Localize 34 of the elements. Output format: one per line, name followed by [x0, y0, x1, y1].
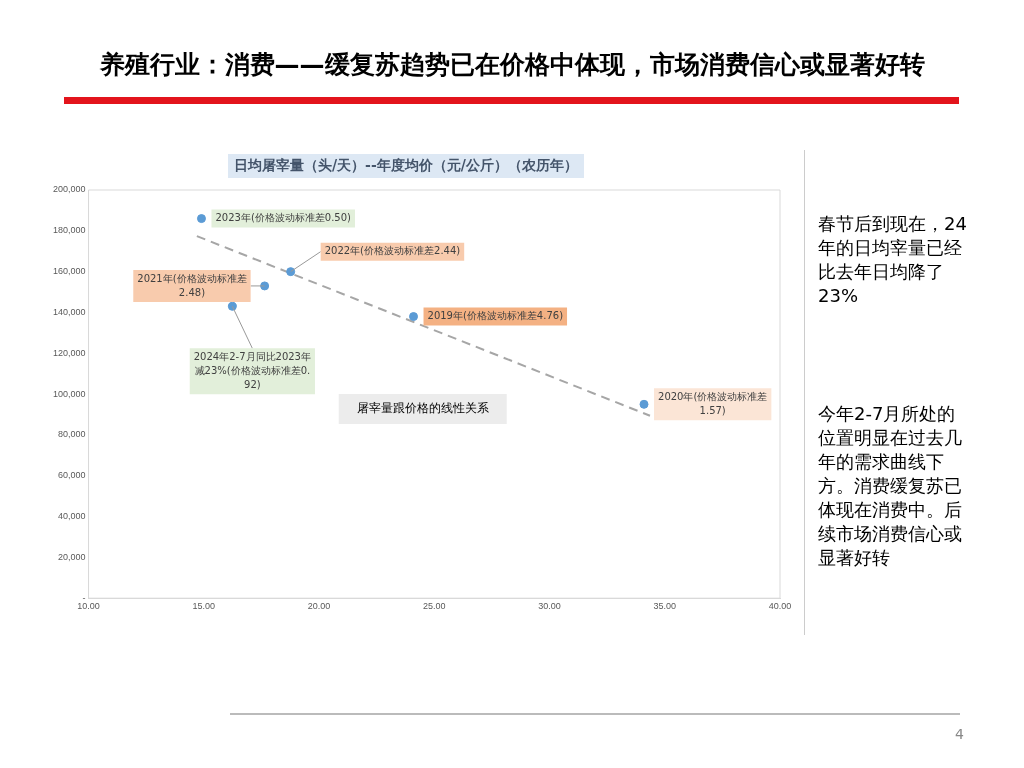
y-tick-label: 200,000	[52, 184, 86, 195]
text: 今年2-7月所处的位置明显在过去几年的需求曲线下方。消费缓复苏已体现在消费中。后续市场消费信心或显著好转	[818, 402, 963, 570]
point	[196, 214, 206, 224]
annotation: 2023年(价格波动标准差0.50)	[215, 212, 352, 224]
y-tick-label: 40,000	[58, 511, 86, 522]
x-tick-label: 25.00	[423, 601, 446, 612]
y-tick-label: 80,000	[58, 429, 86, 440]
y-tick-label: 20,000	[58, 551, 86, 562]
y-tick-label: 180,000	[52, 225, 86, 236]
x-tick-label: 20.00	[307, 601, 331, 612]
annotation: 2021年(价格波动标准差2.48)	[137, 272, 247, 298]
y-tick-label: 140,000	[52, 306, 86, 317]
text: 春节后到现在，24年的日均宰量已经比去年日均降了23%	[818, 212, 968, 308]
chart-subtitle: 日均屠宰量（头/天）--年度均价（元/公斤）（农历年）	[228, 154, 584, 178]
x-tick-label: 30.00	[538, 601, 561, 612]
x-tick-label: 15.00	[192, 601, 216, 612]
point	[409, 312, 419, 322]
point	[227, 301, 237, 311]
x-tick-label: 40.00	[768, 601, 792, 612]
text: 4	[955, 726, 964, 742]
x-tick-label: 10.00	[77, 601, 100, 612]
point	[639, 399, 649, 409]
x-tick-label: 35.00	[653, 601, 677, 612]
annotation: 2022年(价格波动标准差2.44)	[324, 245, 461, 257]
y-tick-label: 160,000	[52, 266, 86, 277]
annotation: 2019年(价格波动标准差4.76)	[427, 310, 564, 322]
y-tick-label: 60,000	[58, 470, 86, 481]
y-tick-label: 120,000	[52, 347, 86, 358]
chart-title: 养殖行业：消费——缓复苏趋势已在价格中体现，市场消费信心或显著好转	[98, 49, 926, 81]
y-tick-label: -	[82, 592, 86, 603]
annotation: 2024年2-7月同比2023年减23%(价格波动标准差0.92)	[193, 350, 311, 390]
y-tick-label: 100,000	[52, 388, 86, 399]
annotation: 屠宰量跟价格的线性关系	[356, 401, 489, 416]
annotation: 2020年(价格波动标准差1.57)	[658, 390, 768, 416]
